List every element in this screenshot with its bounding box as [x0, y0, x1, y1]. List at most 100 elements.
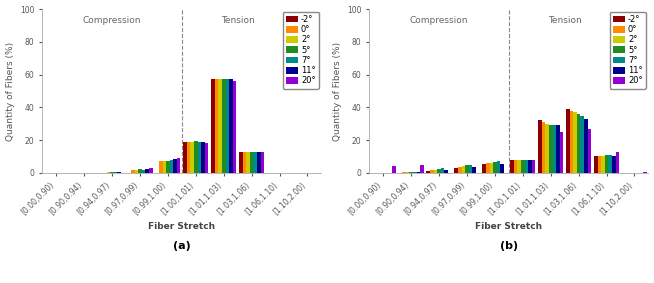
Bar: [261, 152, 264, 173]
Bar: [469, 165, 472, 173]
Bar: [239, 152, 243, 173]
Bar: [149, 168, 152, 173]
Bar: [198, 142, 201, 173]
Bar: [584, 119, 588, 173]
Bar: [462, 166, 465, 173]
Bar: [173, 159, 177, 173]
Bar: [187, 142, 190, 173]
Bar: [409, 171, 413, 173]
Bar: [574, 112, 577, 173]
Y-axis label: Quantity of Fibers (%): Quantity of Fibers (%): [332, 41, 341, 141]
Bar: [162, 160, 166, 173]
Bar: [472, 167, 476, 173]
Bar: [525, 160, 528, 173]
Bar: [420, 165, 424, 173]
Bar: [570, 111, 574, 173]
Bar: [226, 80, 229, 173]
Bar: [556, 125, 560, 173]
Bar: [166, 160, 169, 173]
Bar: [465, 166, 469, 173]
Bar: [233, 81, 236, 173]
Text: Compression: Compression: [83, 16, 141, 25]
Bar: [205, 143, 209, 173]
Bar: [500, 164, 504, 173]
Bar: [521, 160, 525, 173]
Bar: [496, 161, 500, 173]
X-axis label: Fiber Stretch: Fiber Stretch: [475, 222, 542, 231]
Bar: [601, 156, 605, 173]
Bar: [486, 163, 489, 173]
Bar: [229, 80, 233, 173]
Bar: [517, 160, 521, 173]
Bar: [560, 132, 563, 173]
Bar: [145, 169, 149, 173]
Bar: [482, 164, 486, 173]
Bar: [392, 166, 396, 173]
Bar: [405, 171, 409, 173]
Bar: [598, 156, 601, 173]
Bar: [215, 80, 218, 173]
Bar: [159, 161, 162, 173]
Bar: [577, 114, 581, 173]
Bar: [426, 171, 430, 173]
Bar: [612, 156, 615, 173]
Bar: [138, 169, 142, 173]
Text: Compression: Compression: [410, 16, 468, 25]
Bar: [644, 172, 647, 173]
Bar: [493, 162, 496, 173]
Bar: [114, 172, 118, 173]
Bar: [402, 172, 405, 173]
Bar: [417, 172, 420, 173]
Bar: [514, 160, 517, 173]
Bar: [553, 125, 556, 173]
X-axis label: Fiber Stretch: Fiber Stretch: [148, 222, 215, 231]
Bar: [131, 170, 135, 173]
Bar: [257, 152, 261, 173]
Bar: [142, 170, 145, 173]
Bar: [581, 115, 584, 173]
Bar: [413, 171, 417, 173]
Bar: [441, 168, 445, 173]
Bar: [545, 124, 549, 173]
Text: (b): (b): [500, 241, 518, 252]
Bar: [458, 167, 462, 173]
Bar: [489, 163, 493, 173]
Bar: [455, 168, 458, 173]
Bar: [135, 170, 138, 173]
Bar: [588, 129, 591, 173]
Bar: [430, 170, 434, 173]
Text: (a): (a): [173, 241, 191, 252]
Bar: [177, 158, 181, 173]
Text: Tension: Tension: [221, 16, 254, 25]
Bar: [532, 160, 536, 173]
Bar: [211, 80, 215, 173]
Bar: [434, 170, 438, 173]
Bar: [438, 169, 441, 173]
Legend: -2°, 0°, 2°, 5°, 7°, 11°, 20°: -2°, 0°, 2°, 5°, 7°, 11°, 20°: [610, 12, 646, 89]
Bar: [243, 152, 247, 173]
Bar: [615, 152, 619, 173]
Bar: [247, 152, 250, 173]
Bar: [608, 155, 612, 173]
Bar: [107, 172, 111, 173]
Bar: [254, 152, 257, 173]
Bar: [528, 160, 532, 173]
Bar: [250, 152, 254, 173]
Bar: [169, 160, 173, 173]
Text: Tension: Tension: [548, 16, 581, 25]
Bar: [183, 142, 187, 173]
Bar: [222, 80, 226, 173]
Y-axis label: Quantity of Fibers (%): Quantity of Fibers (%): [5, 41, 14, 141]
Bar: [510, 160, 514, 173]
Bar: [549, 125, 553, 173]
Bar: [194, 141, 198, 173]
Bar: [566, 109, 570, 173]
Bar: [190, 142, 194, 173]
Bar: [542, 122, 545, 173]
Bar: [118, 172, 121, 173]
Bar: [538, 121, 542, 173]
Bar: [201, 142, 205, 173]
Bar: [445, 170, 448, 173]
Bar: [605, 155, 608, 173]
Bar: [218, 80, 222, 173]
